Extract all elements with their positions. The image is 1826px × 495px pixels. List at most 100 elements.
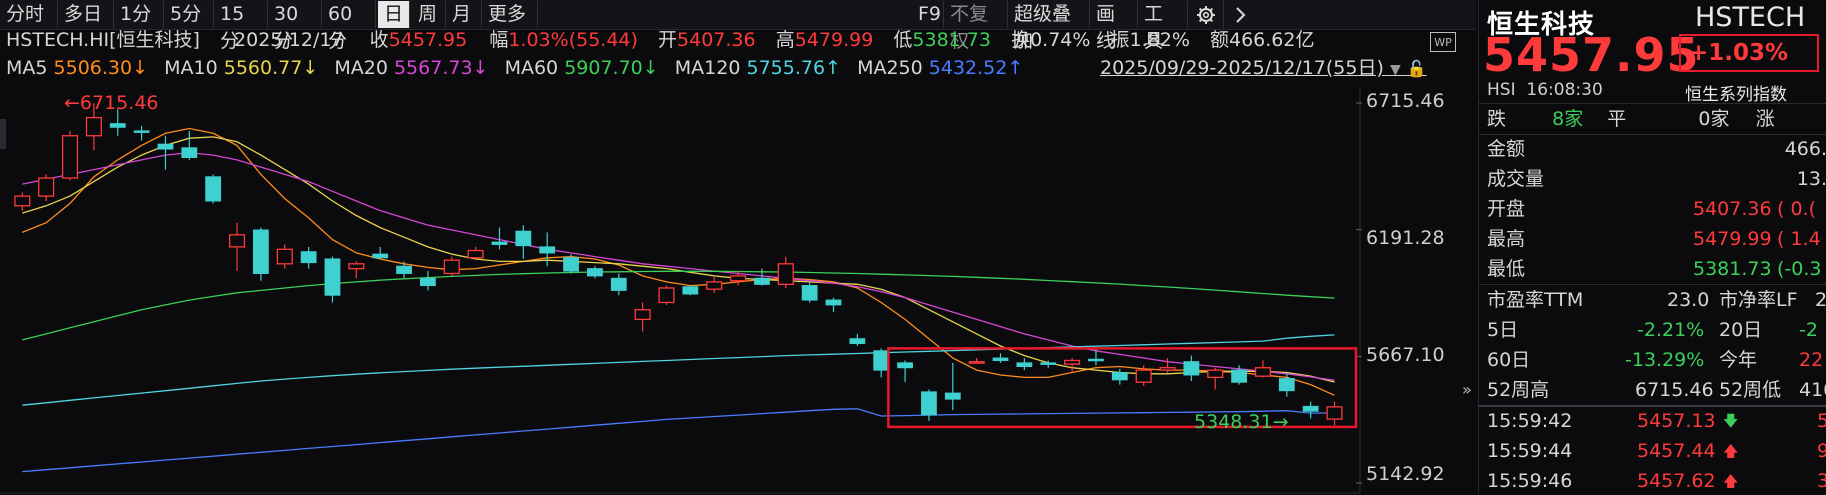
candle-body-up: [706, 281, 723, 290]
ma10-label: MA10: [164, 57, 218, 79]
sub-code: HSI: [1487, 80, 1516, 100]
breadth-row: 跌 8家 平 0家 涨: [1487, 108, 1775, 130]
candle-body-down: [1302, 405, 1319, 412]
change-label: 幅: [489, 29, 509, 51]
high-row: 最高 5479.99 ( 1.4: [1487, 228, 1821, 250]
stats-row-60d: 60日 -13.29% 今年 22: [1487, 349, 1824, 371]
change-value: 1.03%(55.44): [508, 29, 638, 51]
candle-body-down: [801, 285, 818, 301]
candle-body-up: [228, 234, 246, 248]
candle-body-up: [777, 263, 794, 285]
candle-body-down: [491, 241, 508, 245]
candle-body-up: [443, 259, 460, 275]
candle-body-up: [1064, 359, 1081, 365]
ma-line-ma250: [22, 408, 1335, 473]
period-tab-month[interactable]: 月: [446, 1, 482, 28]
f9-button[interactable]: F9: [912, 1, 944, 28]
index-family: 恒生系列指数: [1685, 85, 1787, 105]
date-range-selector[interactable]: 2025/09/29-2025/12/17(55日) ▼ 🔓: [1100, 57, 1427, 79]
candle-body-down: [133, 130, 150, 133]
candle-body-up: [348, 263, 365, 270]
period-tab-1min[interactable]: 1分: [114, 1, 164, 28]
trade-amount: 额466.62亿: [1209, 29, 1315, 51]
up-arrow-icon: 🡅: [1723, 472, 1739, 490]
open-label: 开: [658, 29, 678, 51]
expand-panel-icon[interactable]: »: [1462, 380, 1472, 399]
period-tab-week[interactable]: 周: [412, 1, 446, 28]
candle-body-up: [467, 249, 484, 259]
tools-button[interactable]: 工具: [1138, 1, 1188, 52]
period-tab-5min[interactable]: 5分: [164, 1, 214, 28]
quote-time: 16:08:30: [1526, 80, 1603, 100]
lock-icon[interactable]: 🔓: [1406, 59, 1427, 78]
period-tab-intraday[interactable]: 分时: [0, 1, 58, 28]
ma60-value: 5907.70↓: [564, 57, 659, 79]
candle-body-down: [587, 268, 603, 277]
period-tab-more[interactable]: 更多: [482, 1, 538, 28]
ma120-value: 5755.76↑: [746, 57, 841, 79]
candle-body-up: [1135, 369, 1152, 383]
quote-info-line: HSTECH.HI[恒生科技] 2025/12/17 收5457.95 幅1.0…: [6, 26, 1314, 54]
super-overlay-button[interactable]: 超级叠加: [1008, 1, 1090, 52]
candle-body-down: [539, 246, 556, 254]
y-tick-label: 5142.92: [1366, 463, 1445, 485]
kline-chart[interactable]: 6715.46 6191.28 5667.10 5142.92 ←6715.46…: [0, 89, 1476, 494]
candle-body-up: [968, 361, 985, 364]
tick-row: 15:59:44 5457.44 🡅 9: [1487, 437, 1826, 465]
candle-body-down: [1111, 372, 1128, 381]
period-tab-60min[interactable]: 60分: [322, 1, 376, 52]
candle-body-up: [276, 248, 293, 265]
candle-body-up: [730, 275, 747, 282]
candle-body-down: [1278, 378, 1295, 392]
ma-line-ma20: [22, 151, 1335, 381]
index-name: 恒生科技: [1487, 10, 1596, 40]
candle-body-down: [1016, 362, 1033, 368]
no-adjust-button[interactable]: 不复权: [944, 1, 1008, 52]
candle-body-down: [1088, 358, 1104, 362]
ma-line-ma60: [22, 270, 1335, 341]
low-label: 低: [893, 29, 913, 51]
up-arrow-icon: 🡅: [1723, 442, 1739, 460]
y-tick-label: 6191.28: [1366, 227, 1445, 249]
period-tab-30min[interactable]: 30分: [268, 1, 322, 52]
y-tick-label: 5667.10: [1366, 344, 1445, 366]
stats-row-52w: 52周高 6715.46 52周低 416: [1487, 379, 1826, 401]
candle-body-down: [825, 299, 842, 306]
candle-body-down: [324, 258, 341, 296]
candle-body-up: [38, 177, 55, 197]
candle-body-down: [992, 357, 1009, 361]
period-tab-15min[interactable]: 15分: [214, 1, 268, 52]
candle-body-down: [1183, 361, 1200, 376]
stats-row-5d: 5日 -2.21% 20日 -2: [1487, 319, 1818, 341]
amplitude: 振1.82%: [1110, 29, 1190, 51]
gear-icon[interactable]: [1188, 1, 1224, 28]
ma-line-ma5: [22, 127, 1335, 396]
candle-body-down: [181, 147, 198, 158]
candle-body-up: [1326, 406, 1343, 420]
scroll-handle[interactable]: [0, 119, 6, 149]
candle-body-up: [1254, 367, 1271, 377]
kline-svg[interactable]: [0, 89, 1476, 494]
period-tab-day[interactable]: 日: [378, 1, 410, 28]
close-label: 收: [369, 29, 389, 51]
volume-row: 成交量 13.: [1487, 168, 1826, 190]
candle-body-down: [754, 277, 770, 285]
chevron-right-icon[interactable]: [1226, 1, 1256, 28]
candle-body-up: [85, 116, 102, 137]
candle-body-down: [610, 277, 627, 291]
candle-body-up: [1159, 367, 1176, 371]
high-label: 高: [775, 29, 795, 51]
sub-info: HSI 16:08:30: [1487, 80, 1603, 100]
period-tab-multiday[interactable]: 多日: [58, 1, 114, 28]
open-value: 5407.36: [677, 29, 756, 51]
candle-body-down: [897, 362, 913, 369]
low-marker: 5348.31→: [1194, 411, 1289, 433]
last-price: 5457.95: [1483, 28, 1700, 82]
dropdown-triangle-icon: ▼: [1389, 62, 1401, 78]
candle-body-up: [61, 135, 79, 179]
high-marker: ←6715.46: [64, 92, 159, 114]
turnover-rate: 换0.74%: [1011, 29, 1091, 51]
wp-badge-icon[interactable]: WP: [1430, 32, 1456, 52]
close-value: 5457.95: [388, 29, 468, 51]
draw-line-button[interactable]: 画线: [1090, 1, 1138, 52]
